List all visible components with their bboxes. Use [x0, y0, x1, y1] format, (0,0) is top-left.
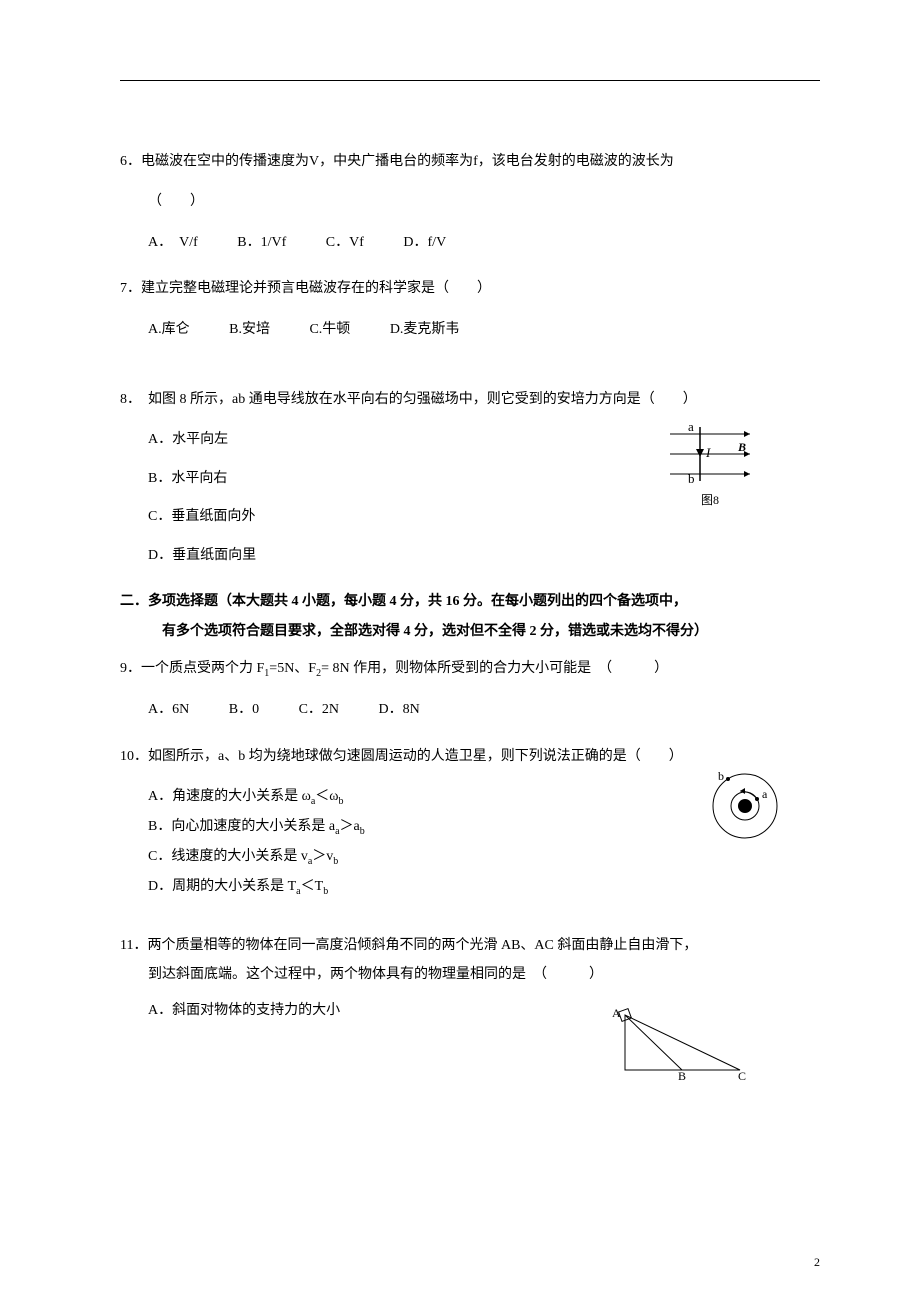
page-number: 2 [814, 1253, 820, 1272]
question-7: 7．建立完整电磁理论并预言电磁波存在的科学家是（ ） A.库仑 B.安培 C.牛… [120, 278, 820, 341]
q6-stem: 6．电磁波在空中的传播速度为V，中央广播电台的频率为f，该电台发射的电磁波的波长… [120, 151, 820, 173]
q6-paren: （ ） [120, 191, 820, 213]
q7-opt-c: C.牛顿 [309, 322, 350, 337]
q9-opt-a: A．6N [148, 702, 189, 717]
q9-opt-d: D．8N [379, 702, 420, 717]
q8-opt-d: D．垂直纸面向里 [120, 545, 820, 567]
q6-opt-d: D．f/V [403, 235, 446, 250]
figure-triangle-svg: A B C [610, 1005, 750, 1080]
q9-options: A．6N B．0 C．2N D．8N [120, 699, 820, 721]
q10-opt-d: D．周期的大小关系是 Ta＜Tb [120, 876, 820, 900]
q9-mid2: = 8N 作用，则物体所受到的合力大小可能是 （ ） [321, 661, 668, 676]
section-2-header-line1: 二．多项选择题（本大题共 4 小题，每小题 4 分，共 16 分。在每小题列出的… [120, 591, 820, 613]
q7-opt-b: B.安培 [229, 322, 270, 337]
q7-opt-d: D.麦克斯韦 [390, 322, 460, 337]
question-10: 10．如图所示，a、b 均为绕地球做匀速圆周运动的人造卫星，则下列说法正确的是（… [120, 746, 820, 900]
tri-label-b: B [678, 1069, 686, 1080]
question-8: 8． 如图 8 所示，ab 通电导线放在水平向右的匀强磁场中，则它受到的安培力方… [120, 389, 820, 567]
question-11: 11．两个质量相等的物体在同一高度沿倾斜角不同的两个光滑 AB、AC 斜面由静止… [120, 935, 820, 1022]
q7-stem: 7．建立完整电磁理论并预言电磁波存在的科学家是（ ） [120, 278, 820, 300]
q6-opt-b: B．1/Vf [237, 235, 286, 250]
q8-stem: 8． 如图 8 所示，ab 通电导线放在水平向右的匀强磁场中，则它受到的安培力方… [120, 389, 820, 411]
orbit-label-a: a [762, 787, 768, 801]
q6-opt-a: A． V/f [148, 235, 198, 250]
figure-triangle: A B C [610, 1005, 750, 1088]
fig8-label-a: a [688, 419, 694, 434]
q6-opt-c: C．Vf [326, 235, 364, 250]
q11-stem-l2: 到达斜面底端。这个过程中，两个物体具有的物理量相同的是 （ ） [120, 964, 820, 986]
q9-opt-c: C．2N [299, 702, 339, 717]
figure-orbit-svg: a b [700, 766, 790, 841]
q10-opt-c: C．线速度的大小关系是 va＞vb [120, 846, 820, 870]
tri-label-a: A [612, 1006, 621, 1020]
q9-pre: 9．一个质点受两个力 F [120, 661, 264, 676]
tri-label-c: C [738, 1069, 746, 1080]
q6-text: 6．电磁波在空中的传播速度为V，中央广播电台的频率为f，该电台发射的电磁波的波长… [120, 154, 674, 169]
q7-options: A.库仑 B.安培 C.牛顿 D.麦克斯韦 [120, 319, 820, 341]
header-rule [120, 80, 820, 81]
q11-stem-l1: 11．两个质量相等的物体在同一高度沿倾斜角不同的两个光滑 AB、AC 斜面由静止… [120, 935, 820, 957]
section-2-header-line2: 有多个选项符合题目要求，全部选对得 4 分，选对但不全得 2 分，错选或未选均不… [120, 621, 820, 643]
q6-options: A． V/f B．1/Vf C．Vf D．f/V [120, 232, 820, 254]
figure-orbit: a b [700, 766, 790, 849]
figure-8-caption: 图8 [660, 491, 760, 510]
q9-opt-b: B．0 [229, 702, 259, 717]
fig8-label-bfield: B [737, 440, 746, 454]
figure-8: a b I B 图8 [660, 419, 760, 510]
fig8-label-i: I [705, 445, 711, 460]
q9-mid1: =5N、F [269, 661, 316, 676]
q9-stem: 9．一个质点受两个力 F1=5N、F2= 8N 作用，则物体所受到的合力大小可能… [120, 658, 820, 682]
fig8-label-b: b [688, 471, 695, 486]
question-9: 9．一个质点受两个力 F1=5N、F2= 8N 作用，则物体所受到的合力大小可能… [120, 658, 820, 722]
orbit-label-b: b [718, 769, 724, 783]
figure-8-svg: a b I B [660, 419, 760, 489]
question-6: 6．电磁波在空中的传播速度为V，中央广播电台的频率为f，该电台发射的电磁波的波长… [120, 151, 820, 254]
q7-opt-a: A.库仑 [148, 322, 190, 337]
